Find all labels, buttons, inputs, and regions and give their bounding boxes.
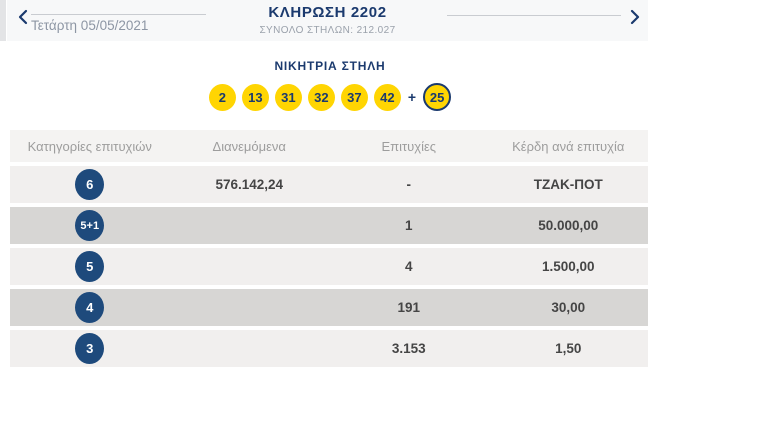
- category-cell: 3: [10, 333, 170, 364]
- winners-cell: 1: [404, 218, 413, 233]
- total-columns-label: ΣΥΝΟΛΟ ΣΤΗΛΩΝ: 212.027: [259, 25, 396, 36]
- winning-column-title: ΝΙΚΗΤΡΙΑ ΣΤΗΛΗ: [274, 59, 386, 73]
- table-row: 3 3.153 1,50: [10, 330, 648, 367]
- date-underline: [31, 14, 206, 15]
- category-cell: 6: [10, 169, 170, 200]
- carousel-edge-strip: [0, 0, 6, 41]
- winners-cell: 4: [404, 259, 413, 274]
- winning-number-ball: 37: [340, 83, 368, 111]
- chevron-left-icon: [18, 9, 28, 25]
- prize-cell: 1.500,00: [541, 259, 595, 274]
- category-badge: 5: [75, 251, 105, 282]
- category-badge: 6: [75, 169, 105, 200]
- winners-cell: -: [406, 177, 412, 192]
- table-row: 6 576.142,24 - ΤΖΑΚ-ΠΟΤ: [10, 166, 648, 203]
- category-cell: 4: [10, 292, 170, 323]
- table-body: 6 576.142,24 - ΤΖΑΚ-ΠΟΤ 5+1 1 50.000,00 5 4 1.500…: [10, 166, 648, 367]
- prize-cell: ΤΖΑΚ-ΠΟΤ: [533, 177, 603, 192]
- draw-title: ΚΛΗΡΩΣΗ 2202: [268, 4, 387, 21]
- winning-number-ball: 2: [208, 83, 236, 111]
- winning-number-ball: 13: [241, 83, 269, 111]
- next-draw-underline: [447, 15, 621, 16]
- draw-navigation-header: Τετάρτη 05/05/2021 ΚΛΗΡΩΣΗ 2202 ΣΥΝΟΛΟ Σ…: [7, 0, 648, 41]
- column-header-prize: Κέρδη ανά επιτυχία: [512, 138, 625, 154]
- winners-cell: 191: [397, 300, 421, 315]
- table-header-row: Κατηγορίες επιτυχιών Διανεμόμενα Επιτυχί…: [10, 130, 648, 162]
- chevron-right-icon: [630, 9, 640, 25]
- draw-heading: ΚΛΗΡΩΣΗ 2202 ΣΥΝΟΛΟ ΣΤΗΛΩΝ: 212.027: [259, 4, 395, 36]
- table-row: 5+1 1 50.000,00: [10, 207, 648, 244]
- prize-categories-table: Κατηγορίες επιτυχιών Διανεμόμενα Επιτυχί…: [10, 130, 648, 367]
- prize-cell: 1,50: [555, 341, 582, 356]
- winners-cell: 3.153: [391, 341, 426, 356]
- winning-number-ball: 42: [373, 83, 401, 111]
- draw-date: Τετάρτη 05/05/2021: [31, 18, 149, 33]
- table-row: 5 4 1.500,00: [10, 248, 648, 285]
- plus-sign: +: [407, 89, 417, 105]
- category-cell: 5: [10, 251, 170, 282]
- column-header-distributed: Διανεμόμενα: [212, 138, 286, 154]
- column-header-winners: Επιτυχίες: [381, 138, 437, 154]
- table-row: 4 191 30,00: [10, 289, 648, 326]
- previous-draw-button[interactable]: [17, 9, 28, 25]
- winning-numbers-row: 2 13 31 32 37 42 +25: [0, 82, 660, 112]
- category-badge: 3: [75, 333, 105, 364]
- category-badge: 5+1: [75, 210, 105, 241]
- category-cell: 5+1: [10, 210, 170, 241]
- prize-cell: 30,00: [551, 300, 586, 315]
- prize-cell: 50.000,00: [538, 218, 599, 233]
- joker-number-ball: 25: [423, 83, 452, 111]
- winning-number-ball: 32: [307, 83, 335, 111]
- distributed-cell: 576.142,24: [215, 177, 284, 192]
- category-badge: 4: [75, 292, 105, 323]
- next-draw-button[interactable]: [630, 9, 641, 25]
- column-header-categories: Κατηγορίες επιτυχιών: [27, 138, 152, 154]
- winning-number-ball: 31: [274, 83, 302, 111]
